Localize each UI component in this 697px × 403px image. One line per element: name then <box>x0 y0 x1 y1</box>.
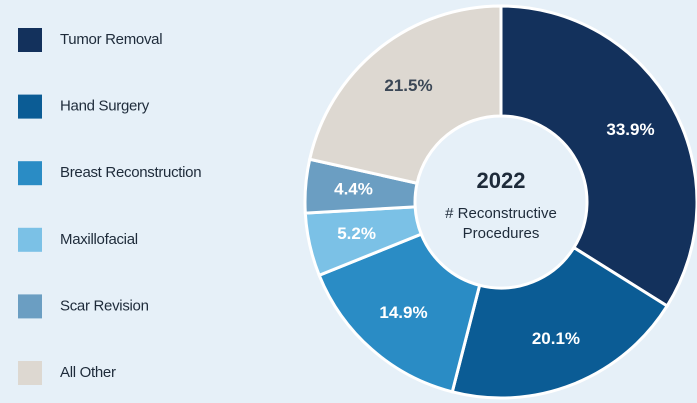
legend-swatch <box>18 94 42 119</box>
center-label: Procedures <box>463 225 540 242</box>
value-label: 20.1% <box>532 329 580 348</box>
value-label: 5.2% <box>337 224 376 243</box>
legend-swatch <box>18 361 42 385</box>
legend-label: Maxillofacial <box>60 231 138 248</box>
legend-swatch <box>18 294 42 319</box>
legend-label: Hand Surgery <box>60 98 150 115</box>
value-label: 33.9% <box>606 120 654 139</box>
legend-label: All Other <box>60 364 116 381</box>
value-label: 21.5% <box>384 76 432 95</box>
donut-slice <box>499 4 697 309</box>
legend-label: Scar Revision <box>60 297 149 314</box>
legend-label: Tumor Removal <box>60 31 162 48</box>
legend-swatch <box>18 28 42 52</box>
value-label: 4.4% <box>334 179 373 198</box>
donut-slice <box>317 232 482 394</box>
center-title: 2022 <box>477 168 526 193</box>
legend-label: Breast Reconstruction <box>60 164 201 181</box>
center-label: # Reconstructive <box>445 205 557 222</box>
legend-swatch <box>18 227 42 252</box>
legend-swatch <box>18 161 42 186</box>
donut-slice <box>307 4 503 186</box>
donut-slice <box>450 245 670 400</box>
value-label: 14.9% <box>379 303 427 322</box>
